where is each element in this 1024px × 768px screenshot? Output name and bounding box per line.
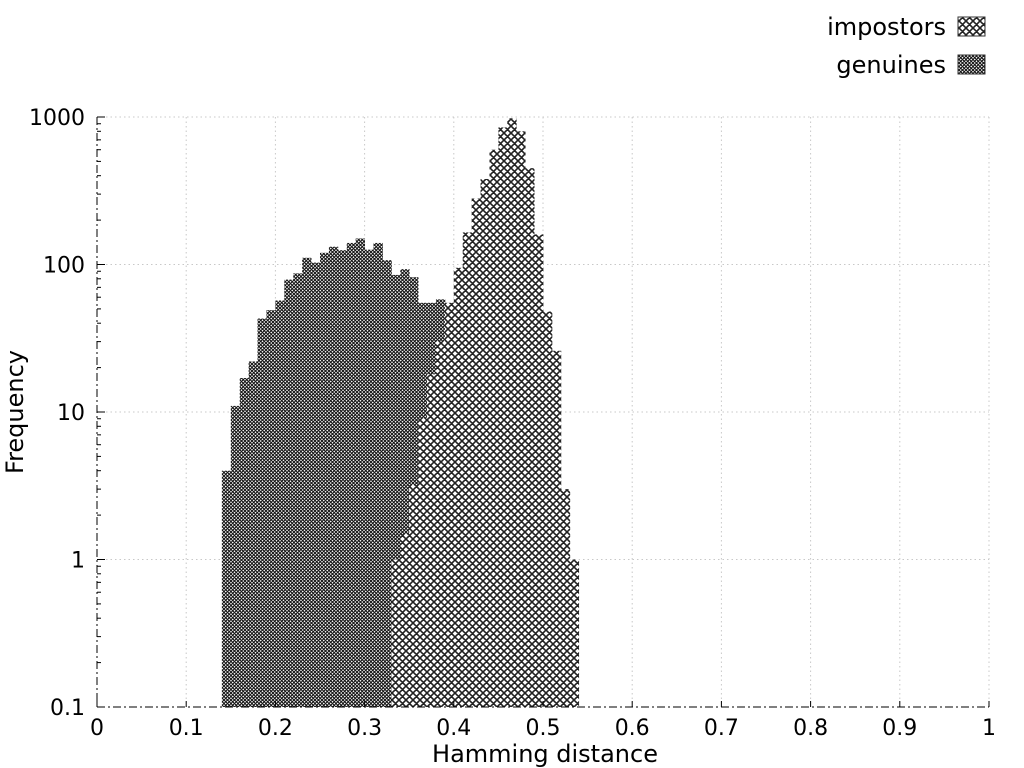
impostors-bar <box>391 559 401 707</box>
impostors-bar <box>534 234 544 707</box>
impostors-bar <box>444 302 455 707</box>
impostors-bar <box>400 533 410 707</box>
genuines-bar <box>311 262 321 707</box>
genuines-bar <box>221 470 232 707</box>
x-tick-label: 0.2 <box>258 716 293 741</box>
genuines-bar <box>266 310 276 707</box>
genuines-bar <box>302 257 312 707</box>
impostors-bar <box>453 267 464 707</box>
impostors-bar <box>418 418 428 707</box>
genuines-bar <box>248 361 258 707</box>
genuines-bar <box>320 252 330 707</box>
genuines-bar <box>355 238 365 707</box>
y-tick-label: 1000 <box>29 106 85 131</box>
impostors-bar <box>560 489 571 707</box>
x-axis-title: Hamming distance <box>432 740 658 768</box>
impostors-bar <box>569 559 580 707</box>
genuines-bar <box>275 300 285 707</box>
y-tick-label: 10 <box>57 401 85 426</box>
impostors-bar <box>507 118 517 708</box>
legend: impostors genuines <box>827 13 986 79</box>
tick-labels: 0 0.1 0.2 0.3 0.4 0.5 0.6 0.7 0.8 0.9 10.111010010… <box>29 106 996 741</box>
x-tick-label: 0.9 <box>882 716 917 741</box>
impostors-bar <box>409 484 419 707</box>
genuines-bar <box>239 378 250 707</box>
impostors-bar <box>462 232 473 708</box>
y-tick-label: 0.1 <box>50 696 85 721</box>
impostors-bar <box>543 311 553 707</box>
genuines-bar <box>364 249 374 707</box>
x-tick-label: 0.8 <box>793 716 828 741</box>
y-axis-title: Frequency <box>1 350 29 474</box>
legend-label-genuines: genuines <box>836 51 946 79</box>
impostors-bar <box>435 341 446 707</box>
genuines-bar <box>382 260 392 707</box>
impostors-bar <box>427 374 437 707</box>
genuines-bar <box>293 273 303 707</box>
y-tick-label: 1 <box>71 549 85 574</box>
impostors-bar <box>471 198 481 708</box>
x-tick-label: 1 <box>982 716 996 741</box>
legend-swatch-impostors <box>957 16 986 37</box>
impostors-bar <box>551 350 562 707</box>
impostors-bar <box>516 131 526 708</box>
legend-label-impostors: impostors <box>827 13 946 41</box>
genuines-bar <box>373 242 383 707</box>
legend-swatch-genuines <box>957 54 986 75</box>
x-tick-label: 0.7 <box>704 716 739 741</box>
x-tick-label: 0.3 <box>347 716 382 741</box>
impostors-bar <box>498 127 508 707</box>
x-tick-label: 0 <box>90 716 104 741</box>
genuines-bar <box>328 246 339 707</box>
impostors-bars <box>391 118 580 708</box>
axes <box>96 116 990 708</box>
genuines-bar <box>257 318 267 707</box>
impostors-bar <box>525 168 535 707</box>
x-tick-label: 0.4 <box>436 716 471 741</box>
genuines-bar <box>337 250 348 707</box>
x-tick-label: 0.1 <box>169 716 204 741</box>
y-tick-label: 100 <box>43 254 85 279</box>
impostors-bar <box>489 149 499 708</box>
genuines-bar <box>230 405 241 707</box>
genuines-bar <box>400 269 410 707</box>
genuines-bar <box>346 242 357 707</box>
genuines-bar <box>284 279 294 707</box>
impostors-bar <box>480 178 490 708</box>
genuines-bar <box>391 274 401 707</box>
x-tick-label: 0.6 <box>615 716 650 741</box>
x-tick-label: 0.5 <box>526 716 561 741</box>
